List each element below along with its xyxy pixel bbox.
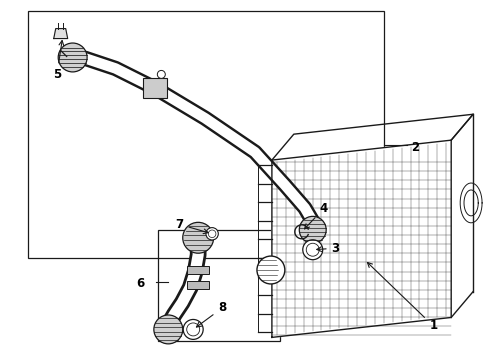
Text: 1: 1 [366,262,436,332]
Bar [187,266,209,274]
Bar [28,11,384,258]
Bar [143,78,167,98]
Circle shape [157,71,165,78]
Text: 7: 7 [175,218,208,234]
Circle shape [154,315,183,344]
Text: 2: 2 [410,141,419,154]
Text: 6: 6 [136,277,144,290]
Bar [158,230,279,341]
Circle shape [205,228,218,240]
Circle shape [299,216,325,243]
Circle shape [183,319,203,339]
Polygon shape [54,28,67,39]
Text: 5: 5 [53,41,63,81]
Circle shape [58,43,87,72]
Circle shape [256,256,285,284]
Circle shape [183,222,213,253]
Circle shape [302,240,322,260]
Text: 3: 3 [316,242,339,255]
Bar [187,280,209,289]
Polygon shape [271,140,450,337]
Text: 4: 4 [304,202,327,229]
Text: 8: 8 [196,301,226,327]
